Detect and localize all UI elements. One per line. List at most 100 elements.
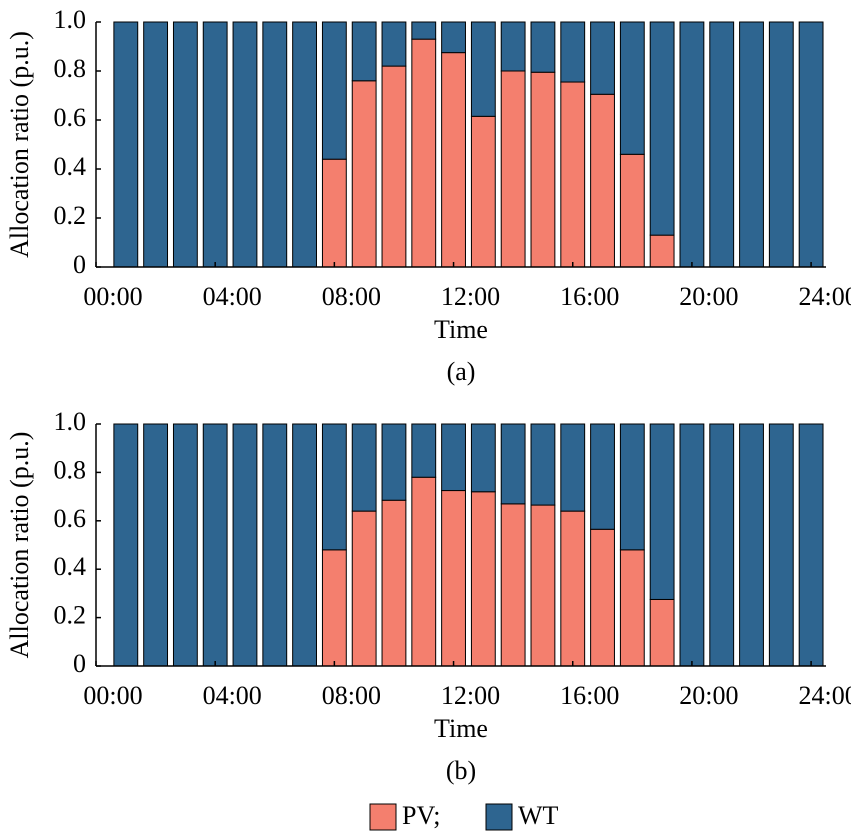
y-tick-label: 0.4 (54, 552, 87, 581)
subtitle: (a) (447, 357, 476, 386)
y-tick-label: 0.6 (54, 103, 87, 132)
bar-segment (321, 549, 347, 667)
y-axis-label: Allocation ratio (p.u.) (5, 432, 34, 659)
x-tick-label: 20:00 (679, 282, 738, 311)
bar-segment (441, 490, 466, 667)
legend-swatch (369, 803, 397, 831)
bar-segment (470, 423, 496, 493)
bar-segment (798, 21, 824, 268)
bar-segment (470, 491, 496, 667)
bar-segment (232, 423, 258, 667)
bar-segment (321, 158, 347, 268)
bar-segment (709, 21, 735, 268)
bar-segment (470, 115, 496, 268)
bar-segment (292, 21, 317, 268)
bar-segment (441, 21, 466, 54)
bar-segment (500, 21, 526, 72)
bar-segment (500, 70, 526, 268)
bar-segment (530, 71, 556, 268)
bar-segment (739, 21, 764, 268)
bar-segment (619, 549, 645, 667)
bar-segment (590, 21, 615, 95)
bar-segment (590, 93, 615, 268)
bar-segment (798, 423, 824, 667)
bar-segment (232, 21, 258, 268)
bar-segment (292, 423, 317, 667)
y-tick-label: 1.0 (54, 5, 87, 34)
bar-segment (411, 38, 437, 268)
legend-label: PV; (402, 801, 441, 830)
y-tick-label: 0 (73, 250, 86, 279)
bar-segment (500, 423, 526, 505)
bar-segment (619, 21, 645, 155)
bar-segment (441, 52, 466, 268)
x-axis-label: Time (434, 714, 488, 743)
bar-segment (679, 423, 705, 667)
bar-segment (560, 423, 586, 512)
bar-segment (381, 499, 407, 667)
bar-segment (351, 423, 377, 512)
y-tick-label: 0.8 (54, 54, 87, 83)
bar-segment (590, 528, 615, 667)
x-tick-label: 20:00 (679, 681, 738, 710)
legend-label: WT (518, 801, 559, 830)
x-tick-label: 08:00 (322, 282, 381, 311)
bar-segment (739, 423, 764, 667)
bar-segment (709, 423, 735, 667)
x-tick-label: 24:00 (798, 282, 851, 311)
bar-segment (649, 598, 675, 667)
y-axis-label: Allocation ratio (p.u.) (5, 31, 34, 258)
x-tick-label: 04:00 (203, 681, 262, 710)
y-tick-label: 0.4 (54, 152, 87, 181)
x-tick-label: 16:00 (560, 282, 619, 311)
bar-segment (649, 21, 675, 236)
bar-segment (411, 21, 437, 40)
bar-segment (470, 21, 496, 117)
bar-segment (172, 423, 198, 667)
x-tick-label: 04:00 (203, 282, 262, 311)
bar-segment (590, 423, 615, 530)
bar-segment (143, 21, 169, 268)
bar-segment (411, 476, 437, 667)
bar-segment (500, 503, 526, 667)
bar-segment (113, 21, 139, 268)
bar-segment (351, 21, 377, 82)
bar-segment (560, 21, 586, 83)
bar-segment (113, 423, 139, 667)
bar-segment (321, 423, 347, 551)
bar-segment (679, 21, 705, 268)
y-tick-label: 0 (73, 649, 86, 678)
x-tick-label: 08:00 (322, 681, 381, 710)
bar-segment (202, 423, 228, 667)
bar-segment (649, 423, 675, 600)
bar-segment (321, 21, 347, 160)
bar-segment (262, 21, 288, 268)
x-tick-label: 00:00 (83, 681, 142, 710)
x-axis-label: Time (434, 315, 488, 344)
x-tick-label: 16:00 (560, 681, 619, 710)
bar-segment (530, 21, 556, 73)
x-tick-label: 12:00 (441, 681, 500, 710)
bar-segment (530, 504, 556, 667)
y-tick-label: 1.0 (54, 407, 87, 436)
x-tick-label: 12:00 (441, 282, 500, 311)
bar-segment (768, 21, 794, 268)
bar-segment (560, 81, 586, 268)
bar-segment (441, 423, 466, 492)
x-tick-label: 00:00 (83, 282, 142, 311)
bar-segment (530, 423, 556, 506)
subtitle: (b) (446, 756, 476, 785)
bar-segment (172, 21, 198, 268)
bar-segment (381, 65, 407, 268)
bar-segment (351, 80, 377, 268)
bar-segment (381, 423, 407, 501)
y-tick-label: 0.2 (54, 601, 87, 630)
y-tick-label: 0.2 (54, 201, 87, 230)
bar-segment (768, 423, 794, 667)
bar-segment (619, 153, 645, 268)
bar-segment (560, 510, 586, 667)
bar-segment (649, 234, 675, 268)
bar-segment (202, 21, 228, 268)
bar-segment (381, 21, 407, 67)
